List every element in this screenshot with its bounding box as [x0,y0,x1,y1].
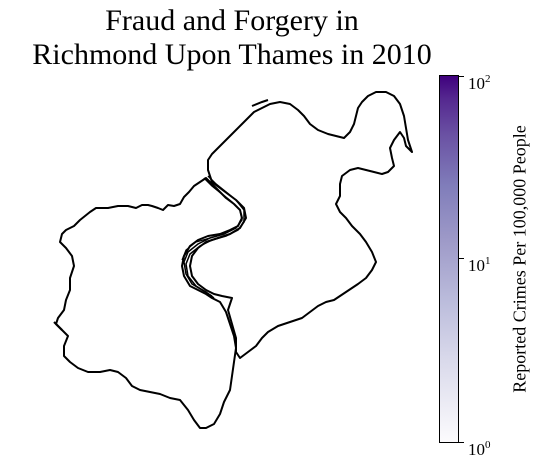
colorbar-tick-1 [459,258,464,259]
map-title: Fraud and Forgery in Richmond Upon Thame… [0,4,464,72]
colorbar-tick-label-2: 102 [468,73,491,93]
island-mark [251,99,269,107]
colorbar-tick-label-0: 100 [468,439,491,459]
colorbar-tick-2 [459,76,464,77]
river-line-1 [183,177,243,297]
borough-outline-west [55,177,243,429]
title-line-1: Fraud and Forgery in [105,4,359,37]
title-line-2: Richmond Upon Thames in 2010 [32,38,432,71]
river-line-2 [185,175,245,299]
colorbar [439,75,459,443]
borough-outline-east [189,91,413,359]
colorbar-tick-0 [459,442,464,443]
colorbar-tick-label-1: 101 [468,255,491,275]
colorbar-label: Reported Crimes Per 100,000 People [509,125,530,393]
river-line-3 [181,237,211,261]
spur-mark [53,321,63,331]
